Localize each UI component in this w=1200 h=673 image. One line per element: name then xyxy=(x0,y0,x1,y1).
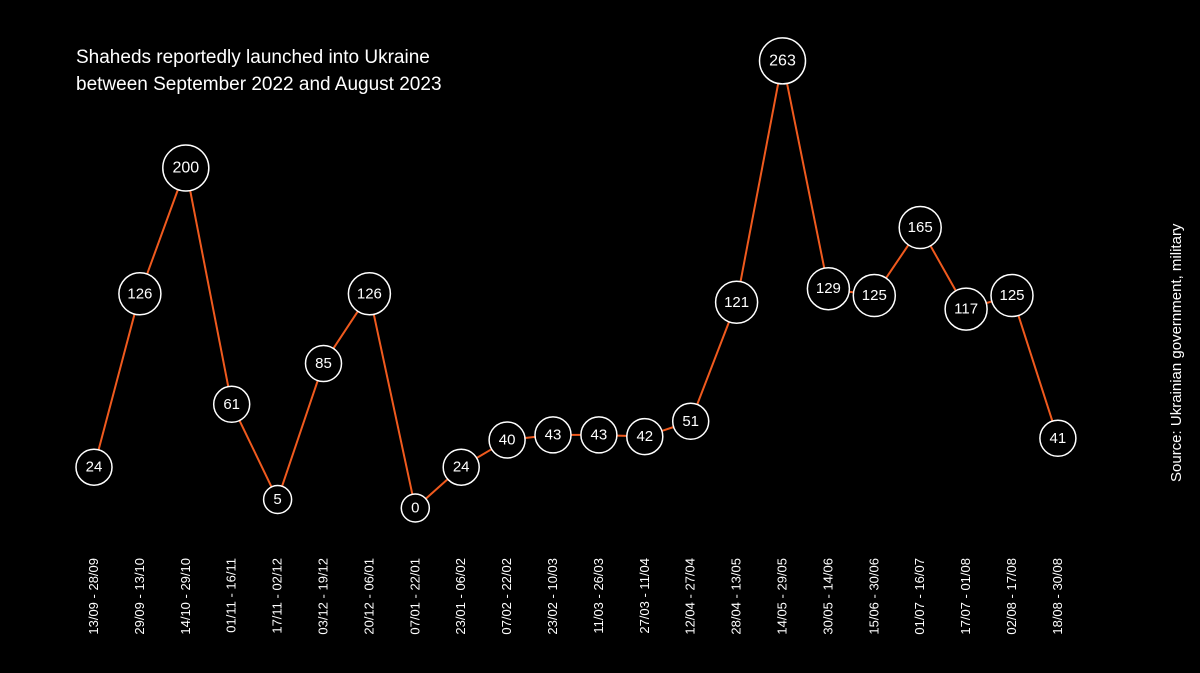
data-point xyxy=(162,144,210,192)
chart-title: Shaheds reportedly launched into Ukraine xyxy=(76,47,430,68)
line-segment xyxy=(1017,315,1054,422)
x-tick-label: 23/02 - 10/03 xyxy=(545,558,560,635)
line-segment xyxy=(476,448,493,459)
chart-subtitle: between September 2022 and August 2023 xyxy=(76,74,442,95)
data-point xyxy=(75,448,113,486)
data-point xyxy=(990,273,1034,318)
data-label: 129 xyxy=(816,280,841,297)
data-label: 43 xyxy=(545,426,562,443)
line-segment xyxy=(524,435,536,440)
x-tick-label: 17/11 - 02/12 xyxy=(270,558,285,634)
line-segment xyxy=(146,189,179,275)
line-segment xyxy=(332,310,359,350)
x-tick-label: 30/05 - 14/06 xyxy=(820,558,835,635)
x-tick-label: 17/07 - 01/08 xyxy=(958,558,973,635)
line-segment xyxy=(425,478,449,500)
line-segment xyxy=(661,426,674,432)
x-tick-label: 07/02 - 22/02 xyxy=(499,558,514,635)
x-tick-label: 14/05 - 29/05 xyxy=(775,558,790,635)
line-segment xyxy=(696,321,730,405)
data-label: 0 xyxy=(411,500,419,517)
data-label: 51 xyxy=(682,413,699,430)
chart-title-block: Shaheds reportedly launched into Ukraine… xyxy=(76,44,442,98)
data-point xyxy=(852,273,897,318)
data-label: 125 xyxy=(862,287,887,304)
x-tick-label: 15/06 - 30/06 xyxy=(866,558,881,635)
data-point xyxy=(714,280,759,325)
x-tick-label: 14/10 - 29/10 xyxy=(178,558,193,635)
data-label: 5 xyxy=(273,491,281,508)
x-tick-label: 28/04 - 13/05 xyxy=(729,558,744,635)
line-segment xyxy=(372,314,414,495)
data-point xyxy=(580,416,618,454)
data-label: 121 xyxy=(724,294,749,311)
data-label: 126 xyxy=(127,285,152,302)
x-tick-label: 12/04 - 27/04 xyxy=(683,558,698,635)
x-tick-label: 29/09 - 13/10 xyxy=(132,558,147,635)
data-label: 117 xyxy=(954,301,978,318)
data-point xyxy=(898,205,942,250)
line-segment xyxy=(985,300,993,305)
line-segment xyxy=(786,83,826,269)
line-segment xyxy=(97,313,136,451)
line-segment xyxy=(885,244,910,279)
data-label: 85 xyxy=(315,355,332,372)
data-point xyxy=(534,416,572,454)
line-segment xyxy=(189,190,230,387)
line-segment xyxy=(929,245,957,292)
data-point xyxy=(262,484,293,515)
data-point xyxy=(1039,419,1077,458)
data-point xyxy=(944,287,988,331)
line-segment xyxy=(281,380,319,487)
x-tick-label: 27/03 - 11/04 xyxy=(637,558,652,634)
data-label: 24 xyxy=(453,459,470,476)
data-point xyxy=(626,417,664,456)
data-point xyxy=(671,402,710,441)
data-point xyxy=(442,448,480,486)
data-label: 126 xyxy=(357,285,382,302)
data-point xyxy=(118,272,162,316)
x-tick-label: 07/01 - 22/01 xyxy=(407,558,422,635)
x-tick-label: 13/09 - 28/09 xyxy=(86,558,101,635)
data-point xyxy=(488,421,526,459)
x-tick-label: 11/03 - 26/03 xyxy=(591,558,606,634)
data-point xyxy=(400,493,431,523)
data-point xyxy=(347,272,392,316)
x-tick-label: 03/12 - 19/12 xyxy=(316,558,331,635)
data-label: 42 xyxy=(636,428,653,445)
x-tick-label: 23/01 - 06/02 xyxy=(453,558,468,635)
data-point xyxy=(758,37,807,85)
data-label: 200 xyxy=(172,160,199,177)
x-tick-label: 20/12 - 06/01 xyxy=(361,558,376,635)
data-label: 41 xyxy=(1050,430,1067,447)
data-label: 40 xyxy=(499,432,516,449)
data-label: 263 xyxy=(769,52,796,69)
data-point xyxy=(806,266,851,311)
line-segment xyxy=(238,420,273,488)
x-tick-label: 02/08 - 17/08 xyxy=(1004,558,1019,635)
data-label: 165 xyxy=(908,219,933,236)
line-segment xyxy=(739,83,780,282)
data-label: 43 xyxy=(591,426,608,443)
data-point xyxy=(304,344,343,383)
data-label: 24 xyxy=(86,459,103,476)
x-tick-label: 01/07 - 16/07 xyxy=(912,558,927,635)
data-label: 61 xyxy=(223,396,240,413)
x-tick-label: 01/11 - 16/11 xyxy=(224,558,239,633)
x-tick-label: 18/08 - 30/08 xyxy=(1050,558,1065,635)
data-label: 125 xyxy=(999,287,1024,304)
data-point xyxy=(212,385,251,424)
